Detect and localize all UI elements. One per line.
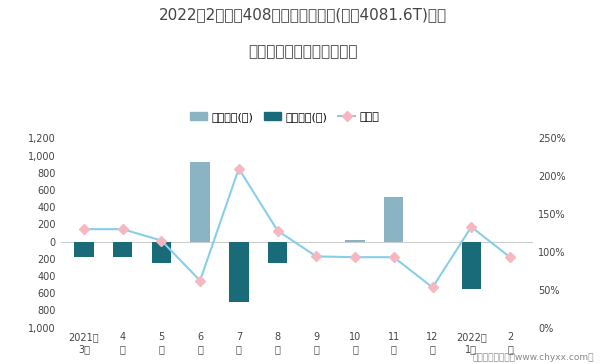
Legend: 积压库存(辆), 清仓库存(辆), 产销率: 积压库存(辆), 清仓库存(辆), 产销率 <box>186 107 384 126</box>
Bar <box>229 242 248 302</box>
Bar <box>74 242 93 257</box>
Bar <box>152 242 171 263</box>
Bar <box>384 197 404 242</box>
Text: 年库存情况及产销率统计图: 年库存情况及产销率统计图 <box>248 44 358 59</box>
Bar <box>113 242 132 257</box>
Bar <box>190 162 210 242</box>
Bar <box>462 242 481 289</box>
Text: 2022年2月标致408旗下最畅销轿车(标致4081.6T)近一: 2022年2月标致408旗下最畅销轿车(标致4081.6T)近一 <box>159 7 447 22</box>
Text: 制图：智研咨询（www.chyxx.com）: 制图：智研咨询（www.chyxx.com） <box>473 353 594 362</box>
Bar <box>345 240 365 242</box>
Bar <box>268 242 287 263</box>
